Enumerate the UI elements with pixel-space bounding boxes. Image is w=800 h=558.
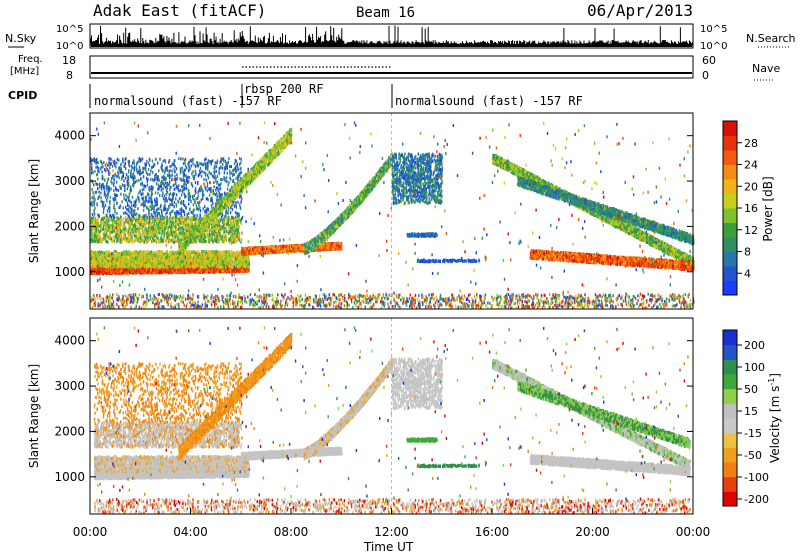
power-echo (107, 270, 108, 273)
freq-panel: Freq. [MHz] 18 8 60 0 Nave (10, 54, 780, 82)
power-echo (236, 268, 237, 271)
power-echo (109, 270, 110, 273)
power-echo (211, 270, 212, 273)
cpid-row: CPID normalsound (fast) -157 RF rbsp 200… (8, 82, 583, 108)
power-echo (172, 270, 173, 273)
power-echo (203, 269, 204, 272)
power-echo (157, 269, 158, 272)
power-echo (207, 270, 208, 273)
cpid-segment-3: normalsound (fast) -157 RF (395, 94, 583, 108)
power-echo (96, 271, 97, 274)
power-echo (246, 265, 247, 268)
power-echo (117, 271, 118, 274)
count-panel: N.Sky 10^5 10^0 10^5 10^0 N.Search (5, 24, 796, 52)
nsky-bars (90, 26, 693, 48)
beam-title: Beam 16 (356, 5, 415, 21)
power-echo (91, 272, 92, 275)
cpid-segment-2: rbsp 200 RF (244, 82, 323, 96)
power-echo (248, 269, 249, 272)
power-echo (201, 271, 202, 274)
nsky-histogram (90, 26, 693, 48)
station-title: Adak East (fitACF) (93, 1, 266, 20)
power-echo (225, 269, 226, 272)
power-echo (234, 270, 235, 273)
power-echo (186, 270, 187, 273)
power-echo (174, 269, 175, 272)
power-echo (105, 268, 106, 271)
nave-tick-top: 60 (702, 54, 716, 67)
power-echo (140, 269, 141, 272)
power-echo (155, 271, 156, 274)
power-echo (152, 269, 153, 272)
power-echo (246, 270, 247, 273)
power-echo (195, 265, 196, 268)
count-tick-left-bottom: 10^0 (56, 41, 83, 52)
power-echo (205, 269, 206, 272)
power-echo (155, 269, 156, 272)
power-echo (147, 271, 148, 274)
power-echo (136, 270, 137, 273)
power-echo (98, 270, 99, 273)
cpid-label: CPID (8, 89, 37, 102)
power-echo (182, 271, 183, 274)
power-echo (170, 271, 171, 274)
cpid-segment-1: normalsound (fast) -157 RF (94, 94, 282, 108)
power-echo (228, 270, 229, 273)
power-echo (142, 267, 143, 270)
power-echo (143, 270, 144, 273)
power-echo (188, 269, 189, 272)
power-echo (118, 270, 119, 273)
power-echo (219, 270, 220, 273)
power-echo (103, 268, 104, 271)
power-echo (213, 270, 214, 273)
power-echo (199, 269, 200, 272)
freq-panel-frame (90, 56, 693, 78)
power-echo (93, 269, 94, 272)
power-echo (159, 270, 160, 273)
power-echo (99, 271, 100, 274)
power-echo (242, 268, 243, 271)
nsky-label: N.Sky (5, 32, 37, 45)
nave-label: Nave (752, 62, 780, 75)
power-echo (129, 271, 130, 274)
count-tick-right-top: 10^5 (700, 24, 727, 35)
power-echo (160, 271, 161, 274)
count-tick-right-bottom: 10^0 (700, 41, 727, 52)
power-echo (121, 269, 122, 272)
date-title: 06/Apr/2013 (587, 1, 693, 20)
freq-tick-bottom: 8 (66, 69, 73, 82)
count-tick-left-top: 10^5 (56, 24, 83, 35)
power-echo (239, 270, 240, 273)
power-echo (162, 269, 163, 272)
nave-tick-bottom: 0 (702, 69, 709, 82)
power-echo (230, 269, 231, 272)
power-echo (194, 270, 195, 273)
power-echo (166, 270, 167, 273)
power-echo (115, 270, 116, 273)
nsearch-label: N.Search (746, 32, 796, 45)
power-echo (134, 270, 135, 273)
freq-label: Freq. (18, 54, 43, 65)
power-echo (201, 250, 202, 253)
power-echo (110, 271, 111, 274)
freq-tick-top: 18 (62, 54, 76, 67)
power-echo (106, 272, 107, 275)
freq-unit-label: [MHz] (10, 66, 39, 77)
